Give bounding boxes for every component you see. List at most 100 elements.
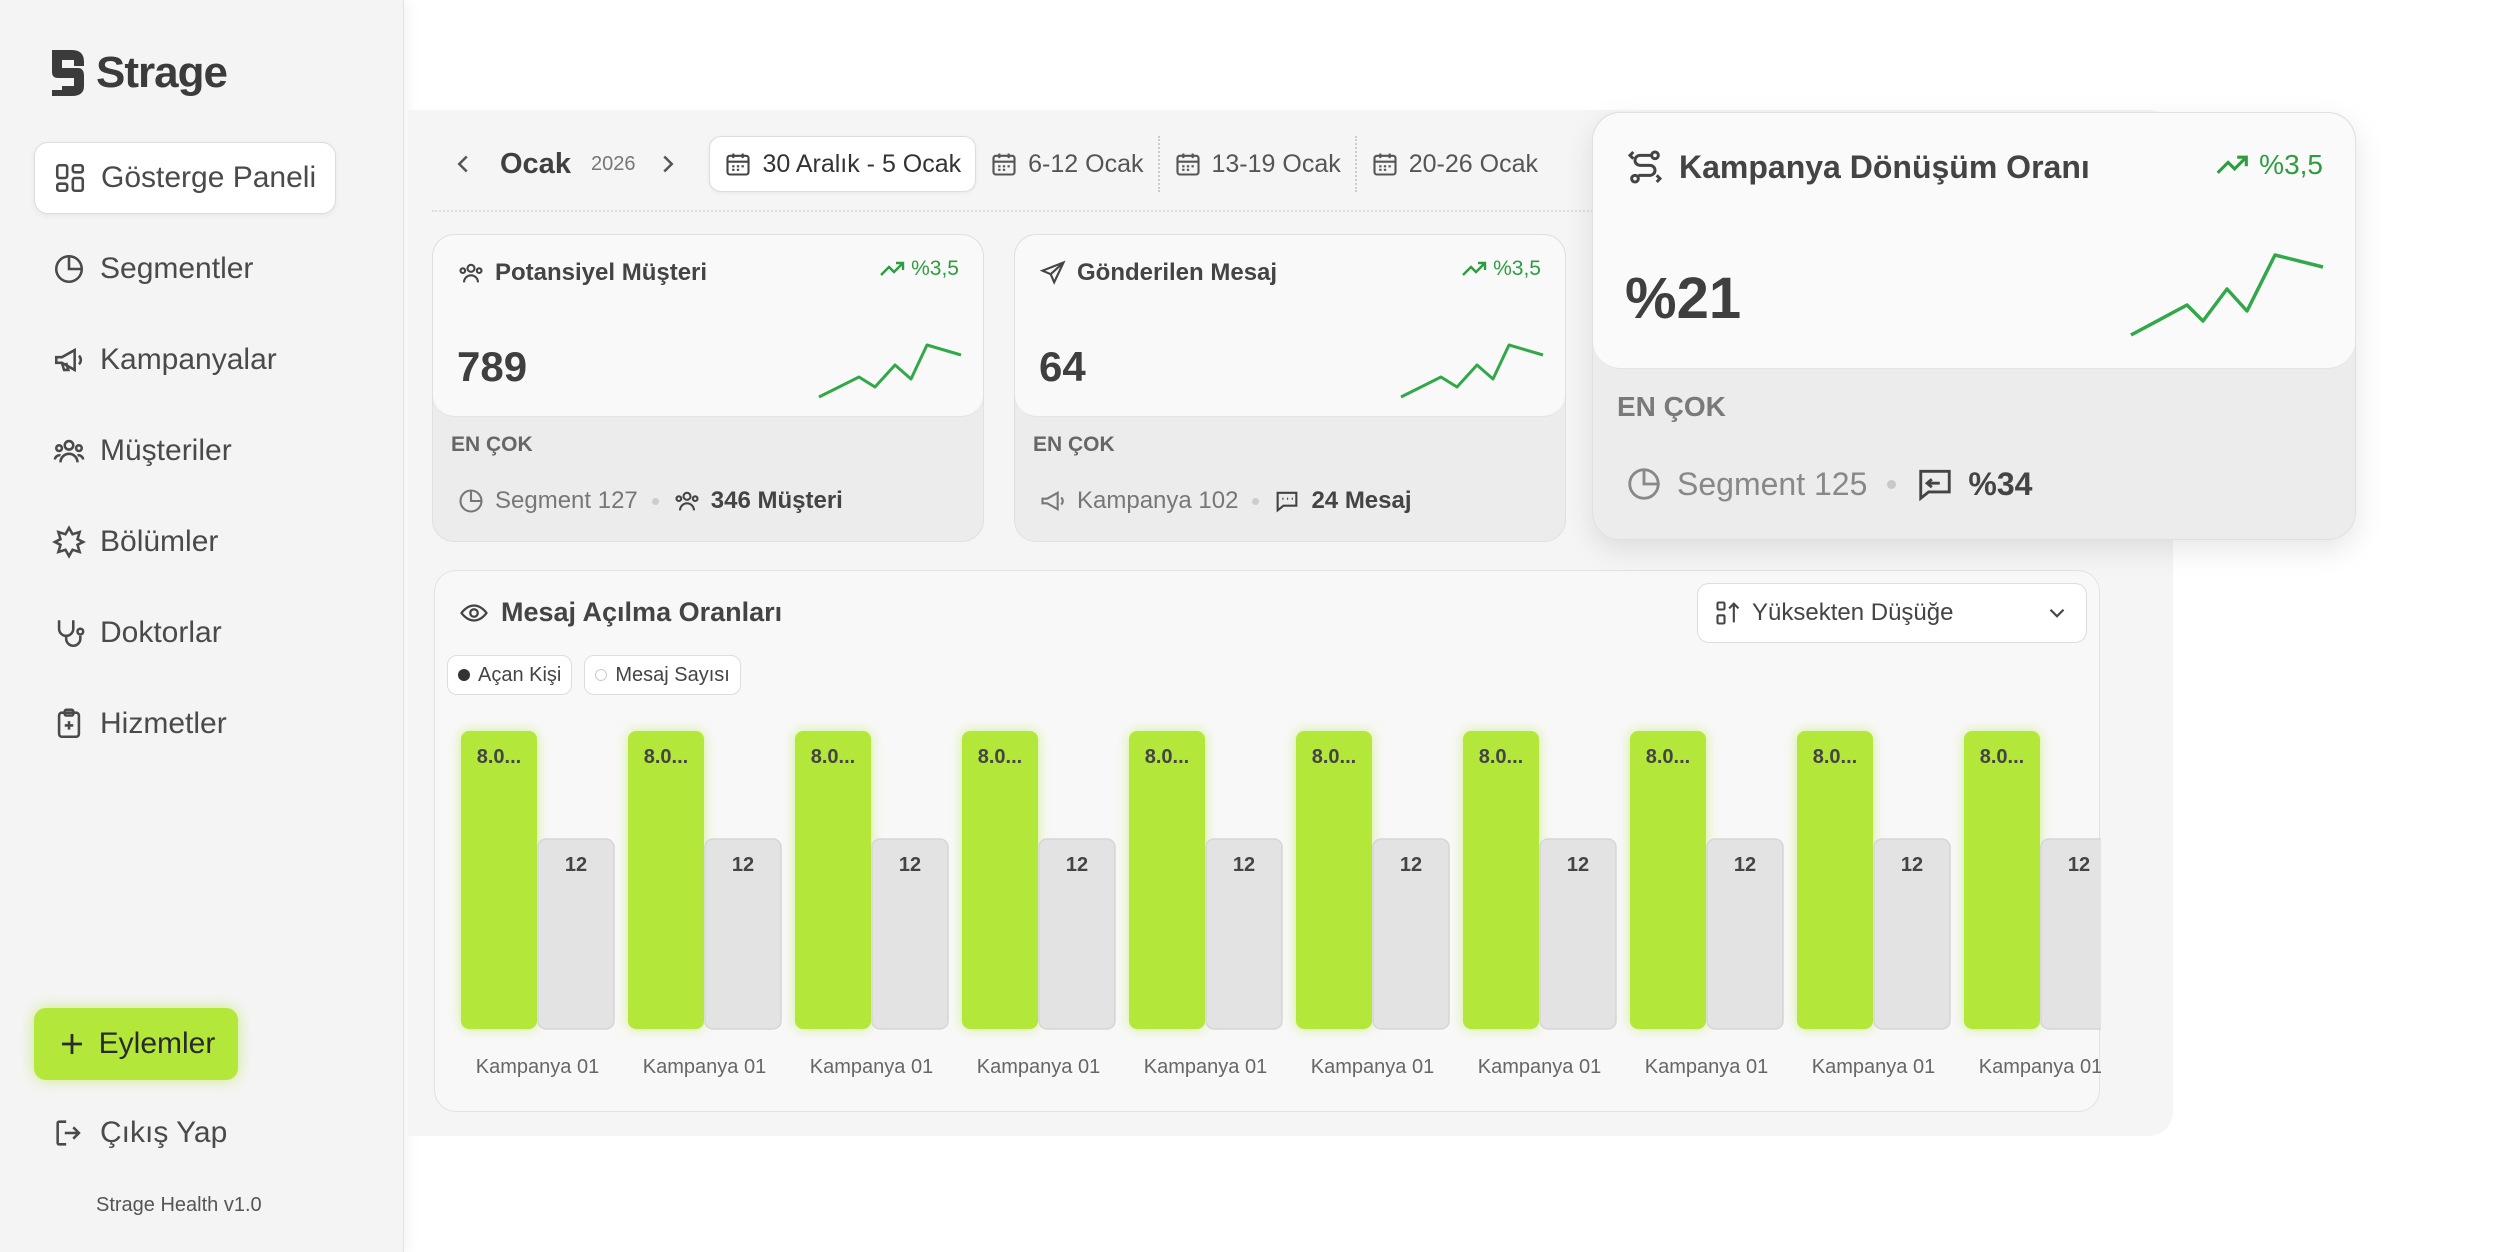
top-segment-rate: %34 (1968, 465, 2033, 502)
x-tick-label: Kampanya 01 (1311, 1056, 1434, 1078)
bar-data-label: 12 (1734, 854, 1756, 876)
logout-icon (56, 1120, 81, 1146)
sidebar-item-services[interactable]: Hizmetler (34, 688, 374, 760)
trend-badge: %3,5 (879, 257, 959, 281)
week-tab[interactable]: 6-12 Ocak (976, 136, 1160, 192)
app-version: Strage Health v1.0 (96, 1194, 262, 1216)
sidebar-item-departments[interactable]: Bölümler (34, 506, 374, 578)
bar-message-count[interactable] (1706, 838, 1784, 1030)
sparkline (2130, 253, 2324, 337)
sort-value: Yüksekten Düşüğe (1752, 599, 1954, 626)
calendar-icon (1373, 153, 1397, 176)
bar-openers[interactable] (962, 731, 1038, 1029)
sidebar-item-segments[interactable]: Segmentler (34, 233, 374, 305)
chevron-left-icon[interactable] (448, 149, 478, 179)
bar-openers[interactable] (1296, 731, 1372, 1029)
sent-messages-card[interactable]: Gönderilen Mesaj %3,5 64 EN ÇOK Kampanya… (1014, 234, 1566, 542)
strage-logo-icon (52, 50, 84, 96)
brand-name: Strage (96, 48, 228, 97)
x-tick-label: Kampanya 01 (810, 1056, 933, 1078)
x-tick-label: Kampanya 01 (1812, 1056, 1935, 1078)
logout-label: Çıkış Yap (100, 1116, 228, 1149)
potential-customer-card[interactable]: Potansiyel Müşteri %3,5 789 EN ÇOK Segme… (432, 234, 984, 542)
chart-title: Mesaj Açılma Oranları (459, 597, 782, 628)
bar-data-label: 8.0... (1813, 746, 1857, 768)
bar-message-count[interactable] (1539, 838, 1617, 1030)
card-value: 789 (457, 343, 528, 390)
chart-title-text: Mesaj Açılma Oranları (501, 597, 783, 627)
sidebar-item-label: Kampanyalar (100, 343, 277, 376)
legend-dot (458, 669, 470, 681)
bar-openers[interactable] (1463, 731, 1539, 1029)
legend-item-message-count[interactable]: Mesaj Sayısı (584, 655, 741, 695)
top-segment: Segment 125 (1677, 465, 1868, 502)
card-footer: Segment 125 %34 (1625, 465, 2032, 503)
bar-data-label: 12 (565, 854, 587, 876)
sidebar-item-label: Doktorlar (100, 616, 222, 649)
bar-data-label: 8.0... (1980, 746, 2024, 768)
bar-message-count[interactable] (1038, 838, 1116, 1030)
users-icon (459, 263, 483, 283)
top-segment-customers: 346 Müşteri (710, 487, 843, 514)
megaphone-icon (54, 347, 83, 373)
bar-message-count[interactable] (1372, 838, 1450, 1030)
bar-openers[interactable] (628, 731, 704, 1029)
brand-logo[interactable]: Strage (48, 46, 228, 100)
bar-message-count[interactable] (1205, 838, 1283, 1030)
campaign-conversion-card[interactable]: Kampanya Dönüşüm Oranı %3,5 %21 EN ÇOK S… (1592, 112, 2356, 540)
card-top: Gönderilen Mesaj %3,5 64 (1015, 235, 1565, 417)
sidebar-item-label: Segmentler (100, 252, 254, 285)
chevron-right-icon[interactable] (653, 149, 683, 179)
x-tick-label: Kampanya 01 (1645, 1056, 1768, 1078)
eye-icon (460, 603, 488, 622)
bar-openers[interactable] (1964, 731, 2040, 1029)
sidebar-item-dashboard[interactable]: Gösterge Paneli (34, 142, 336, 214)
week-tab[interactable]: 13-19 Ocak (1160, 136, 1357, 192)
pie-chart-icon (54, 254, 84, 284)
legend-item-openers[interactable]: Açan Kişi (447, 655, 573, 695)
bar-openers[interactable] (1129, 731, 1205, 1029)
sidebar-item-doctors[interactable]: Doktorlar (34, 597, 374, 669)
bar-message-count[interactable] (1873, 838, 1951, 1030)
actions-button-label: Eylemler (98, 1027, 216, 1060)
bar-openers[interactable] (1797, 731, 1873, 1029)
week-tab-label: 13-19 Ocak (1211, 149, 1341, 178)
trend-value: %3,5 (2259, 149, 2323, 180)
week-tab[interactable]: 20-26 Ocak (1357, 136, 1552, 192)
header-divider (432, 210, 2149, 212)
current-month: Ocak (500, 147, 571, 180)
logout-button[interactable]: Çıkış Yap (52, 1116, 227, 1150)
week-tabs: 30 Aralık - 5 Ocak 6-12 Ocak 13-19 Ocak … (709, 136, 1552, 192)
legend-label: Mesaj Sayısı (615, 663, 730, 686)
bar-openers[interactable] (461, 731, 537, 1029)
sort-dropdown[interactable]: Yüksekten Düşüğe (1697, 583, 2087, 643)
current-year: 2026 (590, 152, 636, 175)
bar-data-label: 12 (2068, 854, 2090, 876)
sidebar-item-customers[interactable]: Müşteriler (34, 415, 374, 487)
send-icon (1039, 260, 1066, 285)
bar-message-count[interactable] (871, 838, 949, 1030)
bar-data-label: 12 (1066, 854, 1088, 876)
week-tab[interactable]: 30 Aralık - 5 Ocak (709, 136, 977, 192)
bar-data-label: 8.0... (1145, 746, 1189, 768)
bar-message-count[interactable] (537, 838, 615, 1030)
bar-data-label: 8.0... (477, 746, 521, 768)
users-icon (53, 439, 85, 463)
card-value: %21 (1625, 266, 1742, 331)
bar-openers[interactable] (1630, 731, 1706, 1029)
week-tab-label: 6-12 Ocak (1028, 149, 1144, 178)
bar-message-count[interactable] (2040, 838, 2101, 1030)
actions-button[interactable]: Eylemler (34, 1008, 238, 1080)
most-label: EN ÇOK (1617, 391, 1726, 422)
bar-data-label: 12 (1567, 854, 1589, 876)
bar-data-label: 12 (1233, 854, 1255, 876)
sidebar-item-label: Müşteriler (100, 434, 232, 467)
card-top: Kampanya Dönüşüm Oranı %3,5 %21 (1593, 113, 2355, 369)
sidebar-item-campaigns[interactable]: Kampanyalar (34, 324, 374, 396)
megaphone-icon (1041, 491, 1064, 511)
chevron-down-icon (2049, 608, 2065, 618)
bar-message-count[interactable] (704, 838, 782, 1030)
bar-data-label: 8.0... (1479, 746, 1523, 768)
bar-openers[interactable] (795, 731, 871, 1029)
bar-chart: 8.0... 12 Kampanya 01 8.0... 12 Kampanya 01 8.… (461, 731, 2101, 1078)
